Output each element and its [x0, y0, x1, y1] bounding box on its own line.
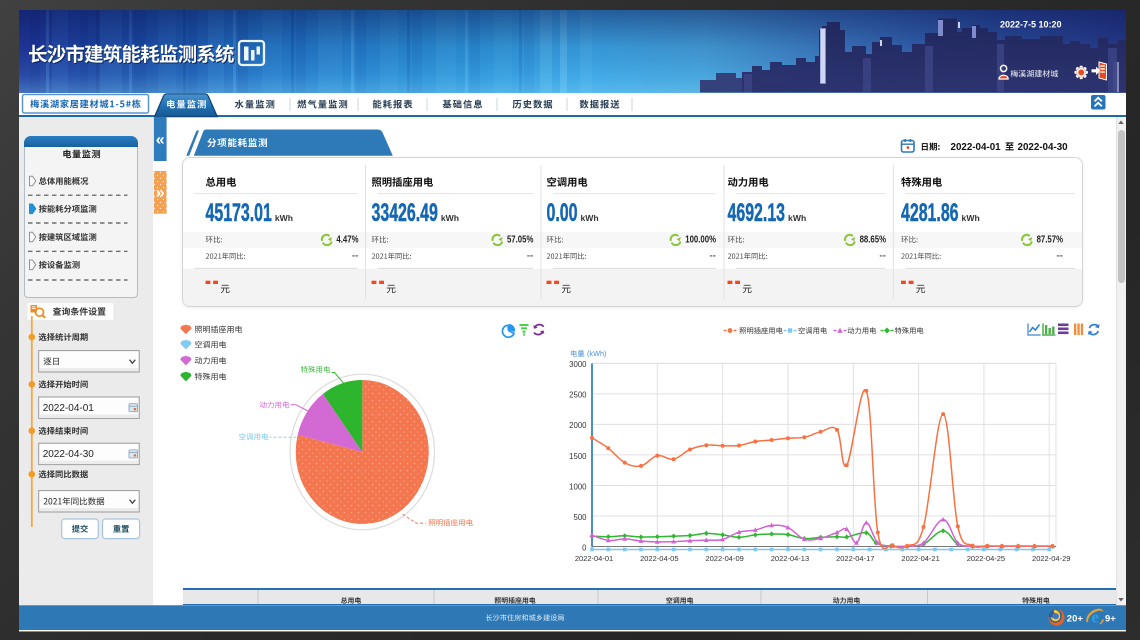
svg-text:100.00%: 100.00% — [685, 233, 716, 244]
svg-text:0.00: 0.00 — [547, 200, 578, 228]
svg-text:«: « — [156, 132, 165, 149]
svg-text:--: -- — [709, 250, 716, 261]
svg-text:2022-04-21: 2022-04-21 — [901, 554, 939, 563]
svg-text:500: 500 — [573, 513, 587, 522]
svg-text:2022-04-01: 2022-04-01 — [951, 142, 1002, 153]
svg-text:4.47%: 4.47% — [336, 233, 358, 244]
svg-text:2022-04-13: 2022-04-13 — [771, 554, 809, 563]
svg-text:2500: 2500 — [569, 391, 587, 400]
svg-text:2022-04-25: 2022-04-25 — [967, 554, 1005, 563]
svg-text:1000: 1000 — [569, 482, 587, 491]
svg-text:2022-04-30: 2022-04-30 — [1018, 142, 1069, 153]
svg-text:2000: 2000 — [569, 421, 587, 430]
svg-text:0: 0 — [582, 543, 587, 552]
svg-text:--: -- — [1056, 250, 1063, 261]
svg-text:kWh: kWh — [441, 213, 459, 223]
svg-text:2022-7-5 10:20: 2022-7-5 10:20 — [1000, 19, 1062, 29]
svg-text:2022-04-30: 2022-04-30 — [43, 449, 95, 460]
svg-text:9+: 9+ — [1105, 614, 1116, 625]
svg-text:(kWh): (kWh) — [587, 349, 606, 358]
svg-text:1500: 1500 — [569, 452, 587, 461]
svg-text:kWh: kWh — [275, 213, 293, 223]
svg-text:--: -- — [527, 250, 534, 261]
svg-text:2022-04-01: 2022-04-01 — [43, 403, 95, 414]
svg-text:3000: 3000 — [569, 360, 587, 369]
svg-text:87.57%: 87.57% — [1037, 233, 1063, 244]
svg-text:33426.49: 33426.49 — [372, 200, 438, 228]
svg-text:»: » — [156, 185, 165, 202]
svg-text:--: -- — [352, 250, 359, 261]
svg-text:kWh: kWh — [962, 213, 980, 223]
svg-text:2022-04-17: 2022-04-17 — [836, 554, 874, 563]
svg-text:88.65%: 88.65% — [860, 233, 886, 244]
svg-text:4281.86: 4281.86 — [901, 200, 959, 228]
svg-text:4692.13: 4692.13 — [728, 200, 786, 228]
svg-text:kWh: kWh — [580, 213, 598, 223]
svg-text:kWh: kWh — [788, 213, 806, 223]
svg-text:2022-04-09: 2022-04-09 — [705, 554, 743, 563]
svg-text:e: e — [1091, 608, 1099, 627]
svg-text:20+: 20+ — [1067, 614, 1084, 625]
svg-text:--: -- — [879, 250, 886, 261]
svg-text:2022-04-01: 2022-04-01 — [575, 554, 613, 563]
svg-text:45173.01: 45173.01 — [206, 200, 273, 228]
svg-text:2022-04-29: 2022-04-29 — [1032, 554, 1070, 563]
svg-text:57.05%: 57.05% — [507, 233, 533, 244]
svg-text:2022-04-05: 2022-04-05 — [640, 554, 678, 563]
